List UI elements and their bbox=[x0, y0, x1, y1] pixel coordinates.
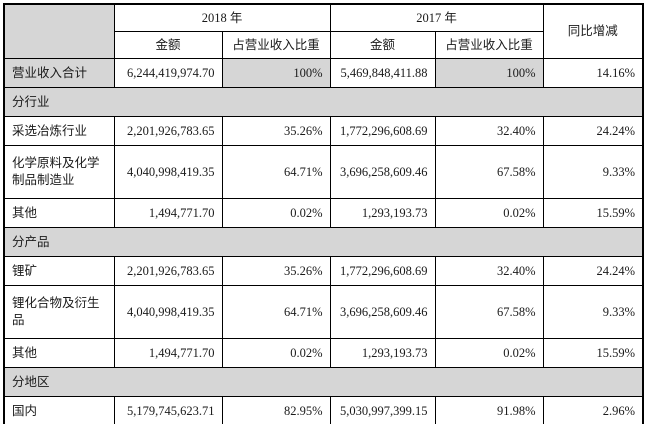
yoy-cell: 9.33% bbox=[542, 285, 644, 339]
table-row-lithium-compounds: 锂化合物及衍生品 4,040,998,419.35 64.71% 3,696,2… bbox=[3, 285, 644, 339]
amount-2018-cell: 2,201,926,783.65 bbox=[113, 116, 223, 146]
table-row-lithium-ore: 锂矿 2,201,926,783.65 35.26% 1,772,296,608… bbox=[3, 256, 644, 286]
amount-2017-cell: 1,772,296,608.69 bbox=[329, 116, 436, 146]
ratio-2018-cell: 0.02% bbox=[221, 198, 331, 228]
ratio-2018-header: 占营业收入比重 bbox=[221, 31, 331, 59]
table-row-other-product: 其他 1,494,771.70 0.02% 1,293,193.73 0.02%… bbox=[3, 338, 644, 368]
table-row-chemical-manufacturing: 化学原料及化学制品制造业 4,040,998,419.35 64.71% 3,6… bbox=[3, 145, 644, 199]
amount-2017-cell: 5,030,997,399.15 bbox=[329, 396, 436, 424]
ratio-2017-cell: 32.40% bbox=[434, 256, 544, 286]
yoy-cell: 15.59% bbox=[542, 198, 644, 228]
table-row-domestic: 国内 5,179,745,623.71 82.95% 5,030,997,399… bbox=[3, 396, 644, 424]
amount-2018-cell: 6,244,419,974.70 bbox=[113, 58, 223, 88]
yoy-cell: 14.16% bbox=[542, 58, 644, 88]
amount-2018-cell: 2,201,926,783.65 bbox=[113, 256, 223, 286]
amount-2017-cell: 1,772,296,608.69 bbox=[329, 256, 436, 286]
year-2018-header: 2018 年 bbox=[113, 3, 331, 32]
section-label: 分地区 bbox=[3, 367, 644, 397]
ratio-2017-cell: 100% bbox=[434, 58, 544, 88]
row-label: 其他 bbox=[3, 198, 115, 228]
yoy-cell: 24.24% bbox=[542, 256, 644, 286]
ratio-2018-cell: 64.71% bbox=[221, 285, 331, 339]
row-label: 锂化合物及衍生品 bbox=[3, 285, 115, 339]
row-label: 采选冶炼行业 bbox=[3, 116, 115, 146]
amount-2018-cell: 5,179,745,623.71 bbox=[113, 396, 223, 424]
amount-2017-cell: 1,293,193.73 bbox=[329, 198, 436, 228]
header-row-years: 2018 年 2017 年 同比增减 bbox=[3, 3, 644, 59]
ratio-2017-cell: 67.58% bbox=[434, 145, 544, 199]
section-row-by-industry: 分行业 bbox=[3, 87, 644, 117]
amount-2017-cell: 5,469,848,411.88 bbox=[329, 58, 436, 88]
amount-2018-cell: 1,494,771.70 bbox=[113, 198, 223, 228]
ratio-2018-cell: 82.95% bbox=[221, 396, 331, 424]
ratio-2017-cell: 0.02% bbox=[434, 198, 544, 228]
yoy-cell: 9.33% bbox=[542, 145, 644, 199]
section-row-by-region: 分地区 bbox=[3, 367, 644, 397]
ratio-2018-cell: 64.71% bbox=[221, 145, 331, 199]
amount-2018-header: 金额 bbox=[113, 31, 223, 59]
ratio-2018-cell: 100% bbox=[221, 58, 331, 88]
amount-2018-cell: 4,040,998,419.35 bbox=[113, 285, 223, 339]
revenue-breakdown-table: 2018 年 2017 年 同比增减 金额 占营业收入比重 金额 占营业收入比重… bbox=[3, 3, 645, 424]
yoy-cell: 15.59% bbox=[542, 338, 644, 368]
row-label: 锂矿 bbox=[3, 256, 115, 286]
ratio-2017-cell: 67.58% bbox=[434, 285, 544, 339]
ratio-2017-header: 占营业收入比重 bbox=[434, 31, 544, 59]
ratio-2017-cell: 91.98% bbox=[434, 396, 544, 424]
amount-2017-cell: 3,696,258,609.46 bbox=[329, 285, 436, 339]
section-label: 分产品 bbox=[3, 227, 644, 257]
yoy-cell: 2.96% bbox=[542, 396, 644, 424]
ratio-2018-cell: 35.26% bbox=[221, 256, 331, 286]
year-2017-header: 2017 年 bbox=[329, 3, 544, 32]
row-label: 其他 bbox=[3, 338, 115, 368]
ratio-2017-cell: 32.40% bbox=[434, 116, 544, 146]
table-row-other-industry: 其他 1,494,771.70 0.02% 1,293,193.73 0.02%… bbox=[3, 198, 644, 228]
row-label: 营业收入合计 bbox=[3, 58, 115, 88]
ratio-2018-cell: 35.26% bbox=[221, 116, 331, 146]
yoy-header: 同比增减 bbox=[542, 3, 644, 59]
row-label: 化学原料及化学制品制造业 bbox=[3, 145, 115, 199]
header-row-metrics: 金额 占营业收入比重 金额 占营业收入比重 bbox=[4, 31, 643, 59]
section-row-by-product: 分产品 bbox=[3, 227, 644, 257]
table-row-mining-smelting: 采选冶炼行业 2,201,926,783.65 35.26% 1,772,296… bbox=[3, 116, 644, 146]
amount-2018-cell: 4,040,998,419.35 bbox=[113, 145, 223, 199]
row-label: 国内 bbox=[3, 396, 115, 424]
amount-2017-cell: 3,696,258,609.46 bbox=[329, 145, 436, 199]
amount-2018-cell: 1,494,771.70 bbox=[113, 338, 223, 368]
section-label: 分行业 bbox=[3, 87, 644, 117]
amount-2017-cell: 1,293,193.73 bbox=[329, 338, 436, 368]
amount-2017-header: 金额 bbox=[329, 31, 436, 59]
table-row-total-revenue: 营业收入合计 6,244,419,974.70 100% 5,469,848,4… bbox=[3, 58, 644, 88]
yoy-cell: 24.24% bbox=[542, 116, 644, 146]
ratio-2018-cell: 0.02% bbox=[221, 338, 331, 368]
ratio-2017-cell: 0.02% bbox=[434, 338, 544, 368]
corner-cell bbox=[3, 3, 115, 59]
